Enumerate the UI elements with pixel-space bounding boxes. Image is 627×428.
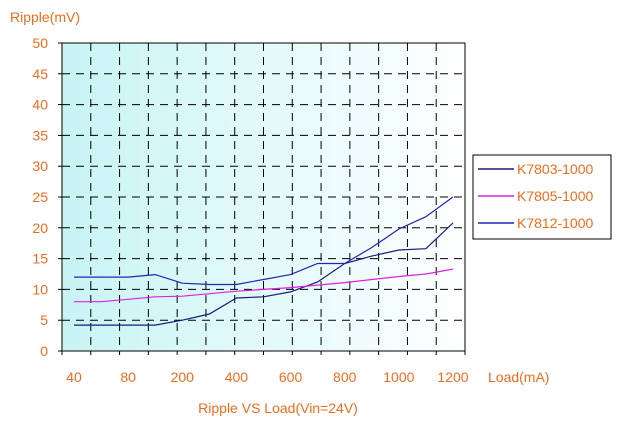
grid-lines xyxy=(62,43,465,351)
y-tick-label: 35 xyxy=(32,127,48,143)
y-axis: 0 5 10 15 20 25 30 35 40 45 50 xyxy=(32,35,62,359)
y-tick-label: 30 xyxy=(32,158,48,174)
y-tick-label: 0 xyxy=(40,343,48,359)
legend-label-k7805-1000: K7805-1000 xyxy=(517,188,594,204)
chart-caption: Ripple VS Load(Vin=24V) xyxy=(198,400,358,416)
legend: K7803-1000 K7805-1000 K7812-1000 xyxy=(472,154,612,240)
x-tick-label: 200 xyxy=(171,369,195,385)
x-tick-label: 600 xyxy=(279,369,303,385)
legend-label-k7812-1000: K7812-1000 xyxy=(517,215,594,231)
x-tick-label: 800 xyxy=(333,369,357,385)
y-tick-label: 45 xyxy=(32,66,48,82)
series-line-k7805-1000 xyxy=(74,268,454,303)
y-tick-label: 20 xyxy=(32,220,48,236)
x-tick-label: 1000 xyxy=(383,369,414,385)
y-tick-label: 50 xyxy=(32,35,48,51)
y-tick-label: 40 xyxy=(32,97,48,113)
x-axis: 40 80 200 400 600 800 1000 1200 xyxy=(61,351,469,385)
y-tick-label: 15 xyxy=(32,251,48,267)
series-lines xyxy=(74,196,454,326)
x-tick-label: 80 xyxy=(120,369,136,385)
y-tick-label: 5 xyxy=(40,312,48,328)
series-line-k7812-1000 xyxy=(74,196,454,286)
x-tick-label: 40 xyxy=(66,369,82,385)
x-axis-title: Load(mA) xyxy=(488,369,549,385)
series-line-k7803-1000 xyxy=(74,222,454,326)
y-axis-title: Ripple(mV) xyxy=(10,9,80,25)
x-tick-label: 400 xyxy=(225,369,249,385)
x-tick-label: 1200 xyxy=(437,369,468,385)
y-tick-label: 25 xyxy=(32,189,48,205)
y-tick-label: 10 xyxy=(32,281,48,297)
legend-label-k7803-1000: K7803-1000 xyxy=(517,161,594,177)
